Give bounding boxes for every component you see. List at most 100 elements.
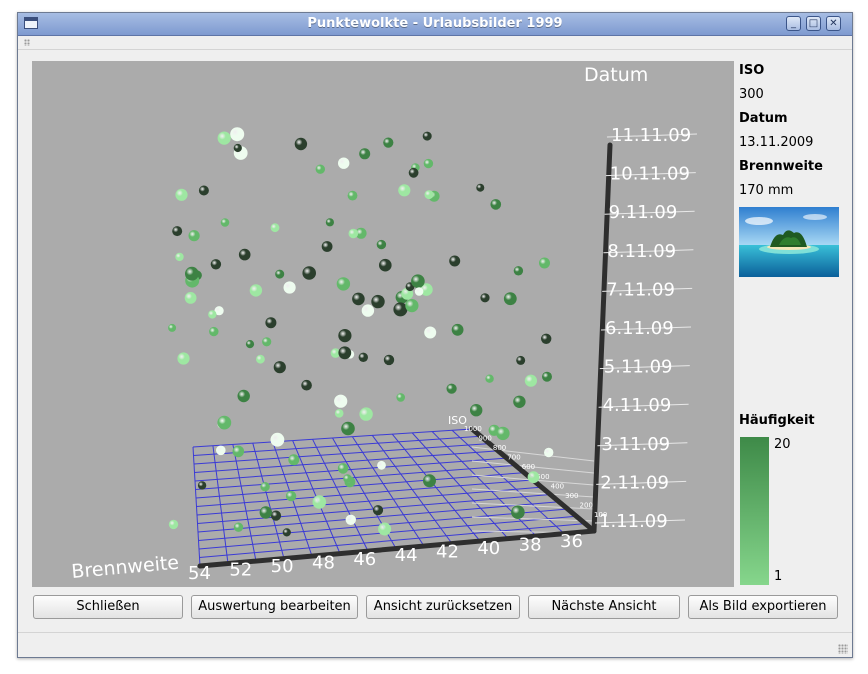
- axes: [197, 133, 698, 569]
- data-point: [336, 277, 351, 291]
- date-tick-label: 10.11.09: [610, 164, 690, 185]
- iso-tick-label: 500: [536, 473, 549, 481]
- data-point: [470, 404, 483, 417]
- data-point: [330, 348, 341, 358]
- data-point: [168, 323, 177, 332]
- data-point: [275, 269, 285, 279]
- data-point: [383, 354, 395, 366]
- data-point: [245, 340, 255, 349]
- data-point: [424, 326, 437, 339]
- data-point: [446, 383, 457, 394]
- iso-guide-line: [471, 516, 595, 522]
- data-point: [503, 292, 517, 306]
- data-point: [238, 248, 251, 261]
- data-point: [513, 395, 526, 408]
- data-points: [168, 127, 554, 537]
- maximize-icon[interactable]: □: [806, 16, 821, 31]
- date-tick-label: 5.11.09: [604, 357, 673, 378]
- iso-tick-label: 1000: [464, 425, 482, 433]
- data-point: [451, 323, 464, 336]
- date-tick-line: [603, 249, 694, 254]
- iso-guide-line: [471, 488, 595, 498]
- data-point: [338, 346, 352, 360]
- data-point: [378, 522, 392, 536]
- data-point: [294, 137, 308, 151]
- data-point: [230, 127, 245, 142]
- data-point: [343, 474, 352, 483]
- data-point: [217, 131, 231, 145]
- data-point: [398, 184, 411, 197]
- grid-line: [371, 435, 453, 544]
- data-point: [345, 514, 356, 525]
- data-point: [423, 158, 434, 169]
- data-point: [496, 426, 510, 441]
- data-point: [265, 317, 277, 329]
- iso-guide-line: [471, 502, 595, 510]
- edit-evaluation-button[interactable]: Auswertung bearbeiten: [191, 595, 358, 619]
- data-point: [396, 393, 406, 402]
- window-menu-icon[interactable]: [24, 17, 38, 29]
- iso-tick-label: 200: [580, 501, 593, 509]
- minimize-icon[interactable]: _: [786, 16, 801, 31]
- point-cloud-view[interactable]: 1.11.09 2.11.09 3.11.09 4.11.09 5.11.09 6.11.…: [32, 61, 734, 587]
- data-point: [282, 528, 291, 537]
- data-point: [260, 482, 270, 492]
- data-point: [341, 421, 355, 436]
- grid-line: [411, 432, 509, 539]
- brennweite-tick-label: 42: [436, 542, 459, 563]
- reset-view-button[interactable]: Ansicht zurücksetzen: [366, 595, 520, 619]
- data-point: [256, 354, 265, 364]
- data-point: [511, 505, 525, 519]
- date-tick-line: [606, 133, 698, 138]
- close-icon[interactable]: ✕: [826, 16, 841, 31]
- data-point: [175, 188, 188, 201]
- data-point: [423, 474, 436, 488]
- data-point: [198, 185, 209, 196]
- grid-line: [232, 444, 257, 562]
- data-point: [338, 329, 352, 343]
- data-point: [220, 218, 230, 227]
- data-point: [273, 361, 286, 374]
- data-point: [237, 389, 250, 403]
- data-point: [172, 226, 183, 237]
- date-tick-label: 7.11.09: [606, 279, 675, 300]
- brennweite-label: Brennweite: [739, 159, 823, 174]
- grid-line: [312, 439, 369, 552]
- brennweite-tick-label: 54: [188, 563, 211, 584]
- data-point: [359, 148, 371, 160]
- export-image-button[interactable]: Als Bild exportieren: [688, 595, 838, 619]
- toolbar-grip-icon[interactable]: [24, 39, 30, 46]
- datum-value: 13.11.2009: [739, 135, 814, 150]
- date-tick-line: [596, 480, 687, 485]
- date-tick-line: [598, 403, 689, 408]
- iso-tick-label: 100: [594, 511, 607, 519]
- data-point: [283, 281, 296, 294]
- data-point: [516, 355, 526, 365]
- data-point: [379, 258, 392, 272]
- grid-line: [212, 445, 229, 564]
- data-point: [352, 292, 365, 306]
- brennweite-tick-label: 48: [312, 552, 335, 573]
- resize-grip-icon[interactable]: [838, 644, 848, 654]
- title-bar[interactable]: Punktewolkte - Urlaubsbilder 1999 _ □ ✕: [18, 13, 852, 36]
- data-point: [408, 167, 419, 178]
- next-view-button[interactable]: Nächste Ansicht: [528, 595, 680, 619]
- point-cloud-plot[interactable]: 1.11.09 2.11.09 3.11.09 4.11.09 5.11.09 6.11.…: [32, 61, 734, 587]
- brennweite-tick-label: 36: [560, 531, 583, 552]
- date-tick-label: 8.11.09: [607, 241, 676, 262]
- close-button[interactable]: Schließen: [33, 595, 183, 619]
- data-point: [321, 241, 333, 252]
- frequency-min: 1: [774, 569, 783, 584]
- iso-value: 300: [739, 87, 764, 102]
- data-point: [383, 137, 394, 148]
- brennweite-tick-label: 50: [271, 556, 294, 577]
- data-point: [485, 374, 494, 383]
- data-point: [262, 337, 272, 347]
- data-point: [315, 164, 325, 174]
- iso-guide-line: [471, 460, 595, 474]
- date-tick-label: 2.11.09: [600, 472, 669, 493]
- date-tick-label: 4.11.09: [603, 395, 672, 416]
- date-tick-label: 1.11.09: [599, 511, 668, 532]
- data-point: [355, 227, 367, 239]
- data-point: [371, 294, 385, 309]
